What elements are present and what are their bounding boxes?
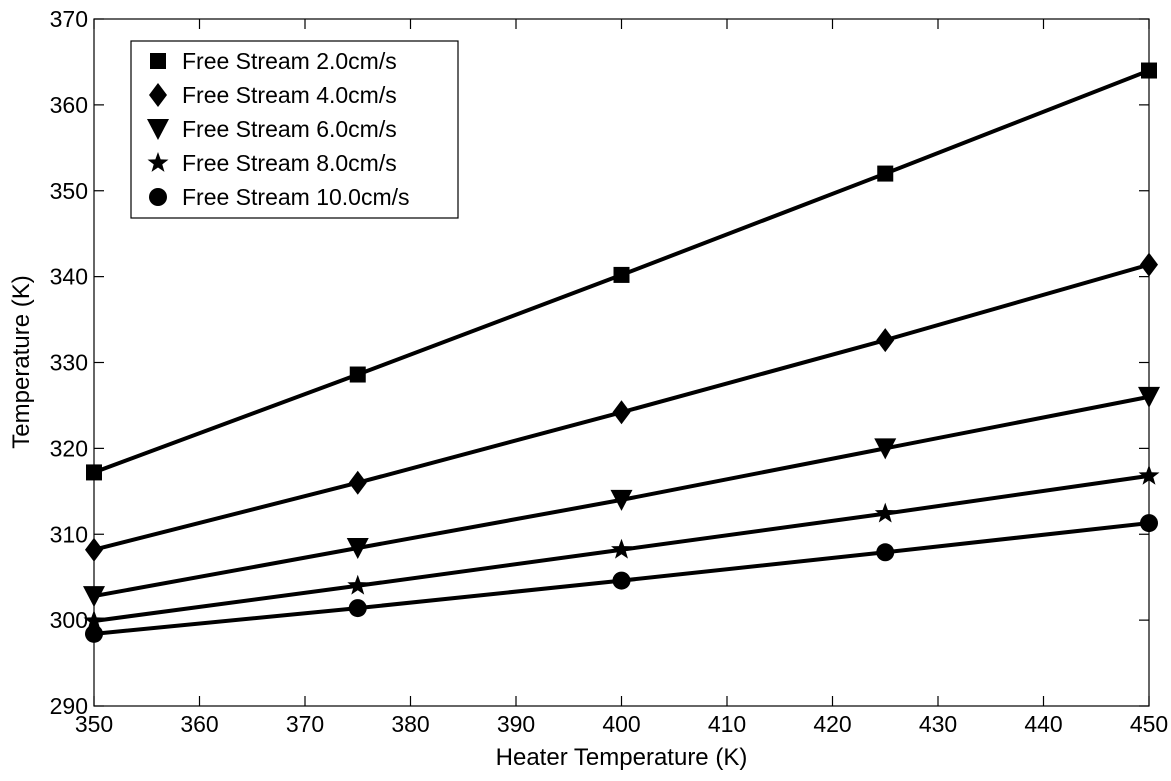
x-tick-label: 360	[180, 711, 218, 737]
legend-label: Free Stream 6.0cm/s	[182, 116, 397, 142]
legend-label: Free Stream 2.0cm/s	[182, 48, 397, 74]
data-point	[613, 266, 630, 283]
data-point	[347, 574, 369, 595]
legend-label: Free Stream 10.0cm/s	[182, 184, 410, 210]
x-axis-label: Heater Temperature (K)	[496, 744, 748, 771]
series-1	[86, 62, 1157, 481]
data-point	[874, 438, 897, 460]
data-point	[611, 538, 632, 559]
data-point	[874, 502, 896, 523]
data-point	[876, 328, 895, 353]
data-point	[346, 537, 369, 559]
data-point	[612, 400, 631, 425]
legend-item: Free Stream 6.0cm/s	[147, 116, 397, 142]
y-tick-label: 340	[50, 264, 88, 290]
data-point	[610, 489, 633, 511]
legend: Free Stream 2.0cm/s Free Stream 4.0cm/s Fr…	[130, 40, 459, 219]
legend-marker	[149, 83, 167, 107]
y-tick-label: 310	[50, 521, 88, 547]
y-tick-label: 370	[50, 6, 88, 32]
legend-label: Free Stream 8.0cm/s	[182, 150, 397, 176]
data-point	[348, 470, 367, 495]
data-point	[612, 571, 631, 590]
y-tick-label: 350	[50, 178, 88, 204]
legend-marker	[149, 188, 167, 206]
y-tick-label: 300	[50, 607, 88, 633]
legend-marker	[150, 53, 166, 69]
y-tick-label: 360	[50, 92, 88, 118]
legend-item: Free Stream 10.0cm/s	[149, 184, 410, 210]
data-point	[349, 366, 366, 383]
x-tick-label: 410	[708, 711, 746, 737]
data-point	[876, 543, 895, 562]
legend-item: Free Stream 8.0cm/s	[147, 150, 397, 176]
y-axis-label: Temperature (K)	[8, 275, 35, 448]
x-tick-label: 350	[75, 711, 113, 737]
x-tick-label: 400	[602, 711, 640, 737]
x-tick-label: 420	[813, 711, 851, 737]
y-tick-label: 290	[50, 693, 88, 719]
data-point	[877, 165, 894, 182]
y-tick-label: 330	[50, 350, 88, 376]
y-tick-label: 320	[50, 435, 88, 461]
x-tick-label: 450	[1130, 711, 1168, 737]
x-tick-label: 390	[497, 711, 535, 737]
legend-label: Free Stream 4.0cm/s	[182, 82, 397, 108]
legend-box	[130, 40, 459, 219]
series-5	[85, 514, 1158, 643]
legend-marker	[147, 119, 169, 140]
x-tick-label: 380	[391, 711, 429, 737]
x-tick-label: 440	[1024, 711, 1062, 737]
x-tick-label: 430	[919, 711, 957, 737]
legend-marker	[147, 152, 169, 172]
legend-item: Free Stream 4.0cm/s	[149, 82, 397, 108]
legend-item: Free Stream 2.0cm/s	[150, 48, 397, 74]
data-point	[348, 599, 367, 618]
axes-layer: 350 360 370 380 390 400 410 420 430 440 450 290 300 3…	[50, 6, 1169, 737]
x-tick-label: 370	[286, 711, 324, 737]
